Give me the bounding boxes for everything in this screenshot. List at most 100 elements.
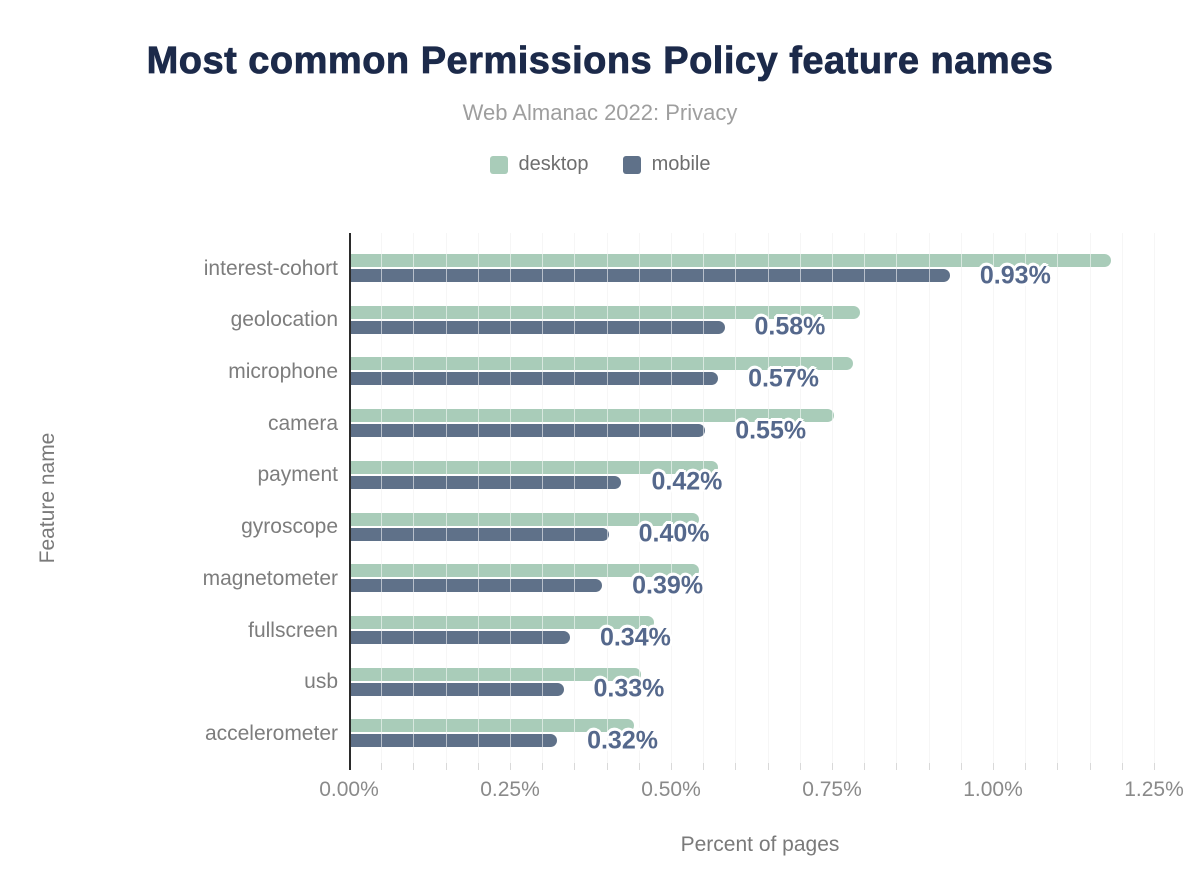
axis-tick (928, 763, 930, 770)
data-label-magnetometer: 0.39% (632, 571, 704, 600)
axis-tick (993, 763, 994, 770)
axis-tick (445, 763, 447, 770)
axis-tick (477, 763, 479, 770)
x-tick-label-3: 0.75% (802, 778, 862, 801)
gridline-overlay (767, 233, 769, 763)
legend: desktop mobile (0, 153, 1200, 176)
gridline-overlay (1025, 233, 1027, 763)
legend-item-desktop[interactable]: desktop (489, 153, 589, 176)
data-label-fullscreen: 0.34% (599, 623, 671, 652)
axis-tick (767, 763, 769, 770)
gridline-overlay (832, 233, 833, 763)
axis-tick (606, 763, 608, 770)
legend-label-desktop: desktop (518, 153, 589, 175)
gridline-overlay (864, 233, 866, 763)
x-tick-label-4: 1.00% (963, 778, 1023, 801)
y-tick-label-microphone: microphone (228, 359, 338, 383)
y-tick-label-payment: payment (257, 463, 338, 487)
bar-desktop-payment (351, 460, 719, 474)
gridline-overlay (1154, 233, 1155, 763)
gridline-overlay (960, 233, 962, 763)
data-label-usb: 0.33% (593, 674, 665, 703)
bar-mobile-accelerometer (351, 734, 558, 748)
bar-desktop-accelerometer (351, 719, 635, 733)
axis-tick (799, 763, 801, 770)
plot-area (350, 233, 1170, 770)
bar-desktop-interest-cohort (351, 254, 1111, 267)
gridline-overlay (1057, 233, 1059, 763)
y-tick-label-interest-cohort: interest-cohort (203, 256, 338, 280)
data-label-camera: 0.55% (735, 416, 807, 445)
axis-tick (960, 763, 962, 770)
bar-mobile-gyroscope (351, 527, 609, 541)
data-label-interest-cohort: 0.93% (979, 261, 1051, 289)
axis-tick (1121, 763, 1123, 770)
axis-tick (896, 763, 898, 770)
axis-tick (510, 763, 511, 770)
gridline-overlay (542, 233, 544, 763)
axis-tick (413, 763, 415, 770)
gridline-overlay (735, 233, 737, 763)
axis-tick (864, 763, 866, 770)
y-tick-label-usb: usb (304, 670, 338, 694)
gridline-overlay (671, 233, 672, 763)
bar-mobile-usb (351, 682, 564, 696)
y-tick-label-magnetometer: magnetometer (202, 566, 338, 590)
axis-tick (671, 763, 672, 770)
x-tick-label-5: 1.25% (1124, 778, 1184, 801)
gridline-overlay (799, 233, 801, 763)
data-label-microphone: 0.57% (748, 364, 819, 393)
legend-label-mobile: mobile (651, 153, 711, 175)
gridline-overlay (510, 233, 511, 763)
y-axis-title: Feature name (36, 432, 59, 564)
y-tick-label-fullscreen: fullscreen (248, 618, 338, 642)
axis-tick (735, 763, 737, 770)
y-tick-label-camera: camera (267, 411, 338, 435)
bar-mobile-interest-cohort (351, 269, 950, 282)
data-label-payment: 0.42% (651, 467, 723, 496)
bar-mobile-payment (351, 475, 622, 489)
axis-tick (1057, 763, 1059, 770)
x-tick-label-2: 0.50% (641, 778, 701, 801)
bar-desktop-fullscreen (351, 616, 654, 630)
y-tick-label-geolocation: geolocation (230, 308, 338, 332)
gridline-overlay (574, 233, 576, 763)
bar-mobile-geolocation (351, 320, 725, 334)
gridline-overlay (638, 233, 640, 763)
gridline-overlay (896, 233, 898, 763)
axis-tick (381, 763, 383, 770)
gridline-overlay (703, 233, 705, 763)
chart-subtitle: Web Almanac 2022: Privacy (462, 100, 738, 125)
x-tick-label-0: 0.00% (319, 778, 379, 801)
axis-tick (703, 763, 705, 770)
data-label-gyroscope: 0.40% (638, 519, 710, 548)
legend-swatch-desktop (489, 155, 508, 174)
gridline-overlay (606, 233, 608, 763)
gridline-overlay (1121, 233, 1123, 763)
y-axis-line (349, 233, 351, 770)
gridline-overlay (928, 233, 930, 763)
bar-desktop-magnetometer (351, 564, 699, 578)
gridline-overlay (1089, 233, 1091, 763)
legend-item-mobile[interactable]: mobile (622, 153, 711, 176)
data-label-geolocation: 0.58% (754, 312, 826, 341)
axis-tick (1154, 763, 1155, 770)
gridline-overlay (993, 233, 994, 763)
bar-mobile-camera (351, 424, 706, 438)
bar-desktop-usb (351, 667, 641, 681)
x-tick-label-1: 0.25% (480, 778, 540, 801)
legend-swatch-mobile (622, 155, 641, 174)
x-axis-title: Percent of pages (680, 833, 840, 856)
bar-mobile-fullscreen (351, 631, 570, 645)
axis-tick (1025, 763, 1027, 770)
y-tick-label-accelerometer: accelerometer (204, 721, 338, 745)
bar-mobile-magnetometer (351, 579, 603, 593)
gridline-overlay (413, 233, 415, 763)
axis-tick (638, 763, 640, 770)
y-tick-label-gyroscope: gyroscope (241, 515, 338, 539)
axis-tick (574, 763, 576, 770)
axis-tick (542, 763, 544, 770)
axis-tick (1089, 763, 1091, 770)
gridline-overlay (477, 233, 479, 763)
